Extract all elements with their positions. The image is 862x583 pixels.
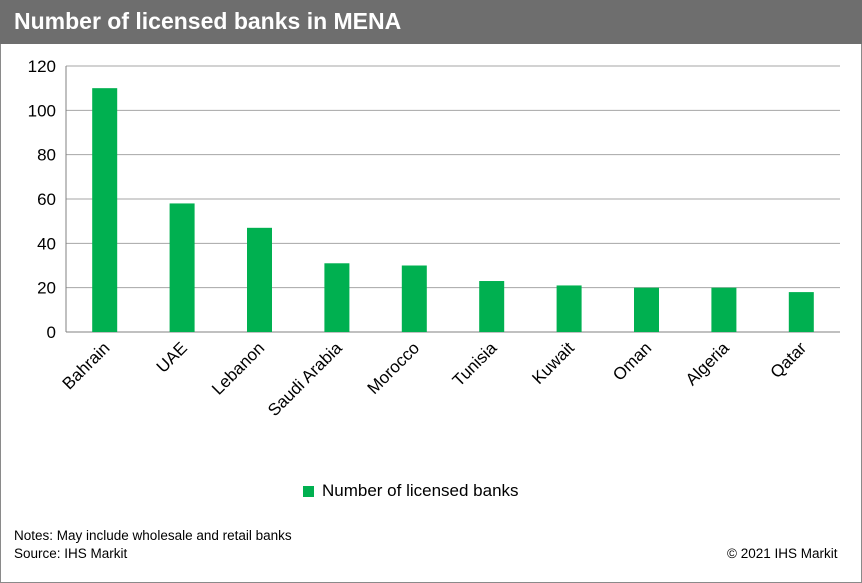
chart-copyright: © 2021 IHS Markit [727,546,838,561]
y-tick-label: 20 [37,279,56,298]
y-tick-label: 80 [37,146,56,165]
bar-tunisia [479,281,505,332]
chart-source: Source: IHS Markit [14,546,128,561]
gridlines [66,65,840,333]
chart-title: Number of licensed banks in MENA [14,8,402,34]
chart-notes: Notes: May include wholesale and retail … [14,528,292,543]
legend-swatch [303,485,314,497]
x-tick-label: Bahrain [59,338,114,393]
bar-oman [634,287,659,332]
y-axis-ticks: 0 20 40 60 80 100 120 [28,57,56,342]
x-tick-label: Algeria [682,338,733,389]
x-tick-label: UAE [153,338,191,376]
x-tick-label: Kuwait [528,338,578,388]
bar-morocco [401,265,427,332]
bar-bahrain [92,88,118,333]
bar-algeria [711,287,737,332]
title-bar: Number of licensed banks in MENA [0,0,862,44]
y-tick-label: 100 [28,101,56,120]
x-tick-label: Oman [609,338,655,384]
bar-kuwait [556,285,582,332]
bar-uae [169,203,195,332]
x-tick-label: Tunisia [449,338,501,390]
y-tick-label: 40 [37,234,56,253]
y-tick-label: 60 [37,190,56,209]
bars [92,88,814,333]
x-tick-label: Morocco [364,338,424,398]
bar-saudi-arabia [324,263,350,332]
x-tick-label: Qatar [767,338,811,382]
bar-lebanon [247,227,272,332]
legend: Number of licensed banks [303,481,519,501]
legend-label: Number of licensed banks [322,481,519,500]
x-tick-label: Lebanon [208,338,268,398]
y-tick-label: 120 [28,57,56,76]
y-tick-label: 0 [47,323,56,342]
x-tick-label: Saudi Arabia [264,338,346,420]
bar-qatar [788,292,814,332]
